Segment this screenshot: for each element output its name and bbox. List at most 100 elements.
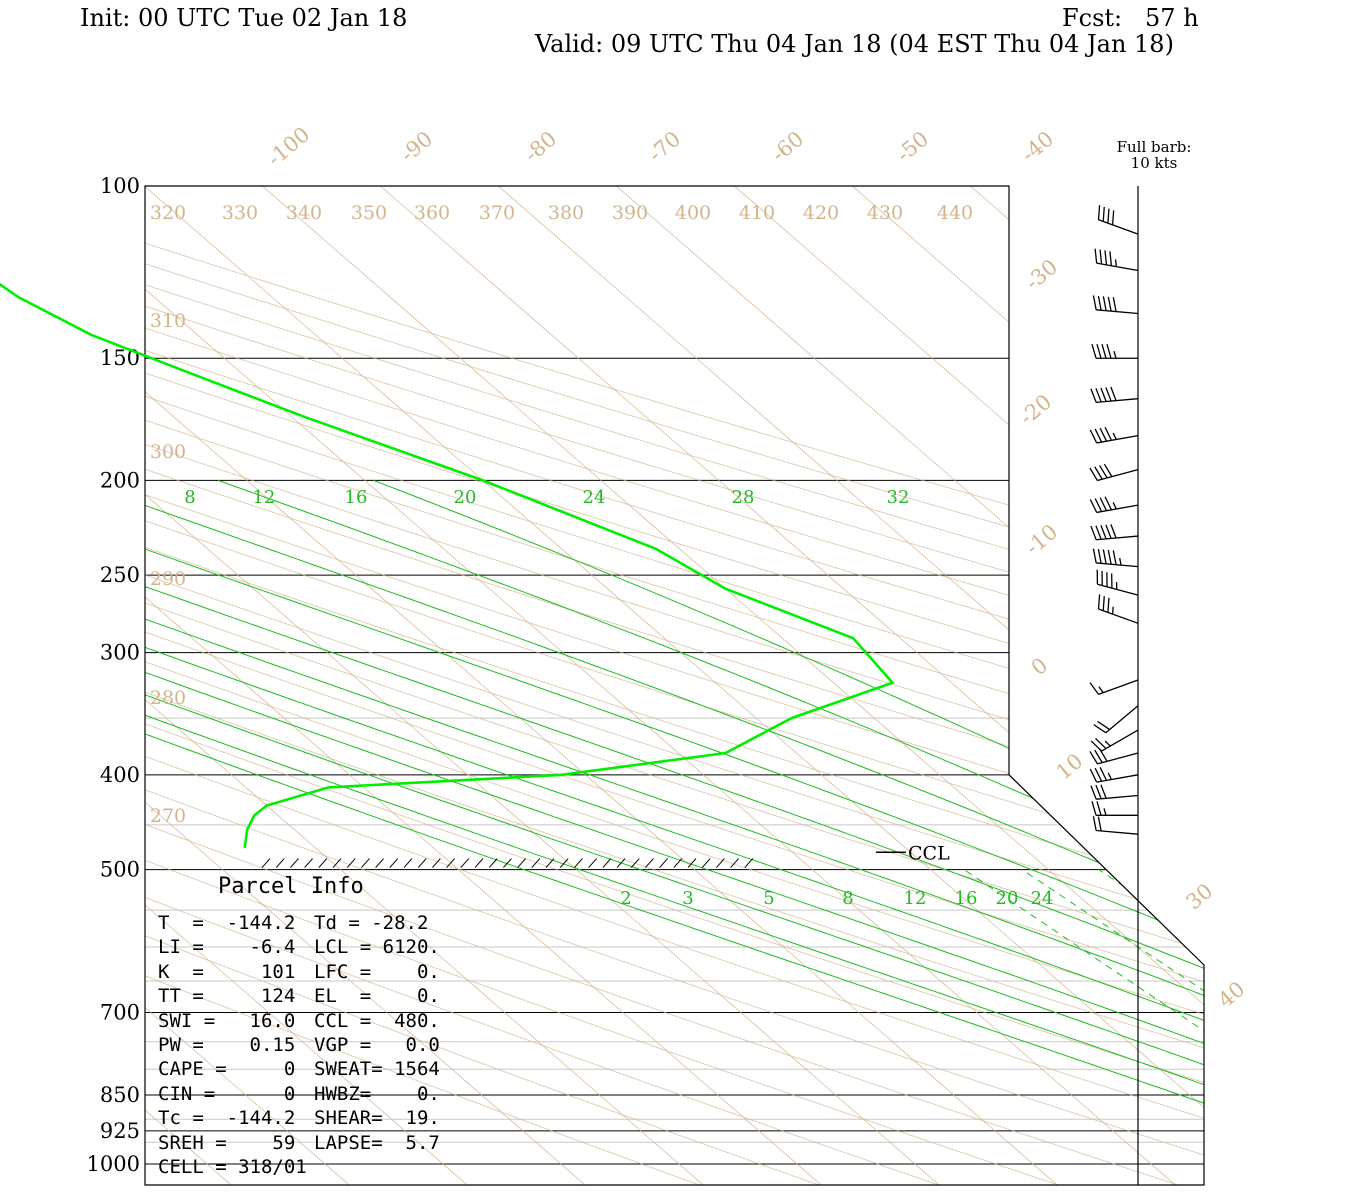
hatch-mark [673, 858, 683, 868]
barb-staff [1096, 309, 1139, 315]
parcel-row-left: CELL = 318/01 [158, 1156, 307, 1178]
hatch-mark [602, 858, 612, 868]
barb-flag [1096, 801, 1102, 816]
wind-barb [1093, 705, 1139, 734]
moist-adiabat [145, 479, 1204, 1185]
isotherm-line [145, 186, 232, 1185]
barb-flag [1104, 496, 1112, 511]
hatch-mark [559, 858, 569, 868]
isotherm-line [236, 186, 1204, 1185]
barb-flag [1094, 428, 1103, 443]
moist-adiabat [145, 479, 1204, 1185]
hatch-mark [432, 858, 441, 868]
barb-half [1104, 740, 1111, 747]
hatch-mark [645, 858, 654, 868]
parcel-row-left: TT = 124 [158, 985, 296, 1008]
barb-flag [1095, 525, 1102, 540]
theta-label: 270 [150, 805, 186, 827]
dry-adiabat [145, 186, 819, 1185]
moist-adiabat [145, 479, 1204, 1185]
wind-barb [1089, 426, 1139, 444]
theta-label: 310 [150, 310, 186, 332]
mixing-ratio-line [1239, 870, 1350, 1164]
dry-adiabat [145, 186, 1204, 1185]
barb-flag [1102, 206, 1105, 222]
barb-flag [1097, 816, 1102, 832]
moist-adiabat-label: 8 [184, 487, 195, 508]
isobar-lines [145, 185, 1204, 1165]
isotherm-line [145, 186, 822, 1185]
temperature-line [0, 282, 895, 848]
mixing-ratio-label: 8 [842, 888, 853, 909]
wind-barbs [1089, 205, 1139, 835]
theta-label: 370 [479, 202, 515, 224]
theta-label: 410 [739, 202, 775, 224]
barb-flag [1099, 748, 1108, 762]
hatch-mark [403, 858, 413, 868]
wind-key-line1: Full barb: [1116, 138, 1192, 156]
dry-adiabat [145, 186, 1204, 1185]
theta-label: 340 [286, 202, 322, 224]
barb-flag [1092, 295, 1097, 310]
barb-half [1113, 351, 1117, 359]
barb-flag [1102, 596, 1105, 611]
isotherm-label: -40 [1017, 127, 1058, 167]
dry-adiabat [145, 186, 1204, 1185]
barb-flag [1095, 737, 1107, 750]
mixing-ratio-lines [963, 869, 1350, 1165]
parcel-row-right: SHEAR= 19. [314, 1107, 440, 1130]
barb-flag [1101, 344, 1107, 359]
moist-adiabat-label: 32 [887, 487, 910, 508]
barb-flag [1107, 296, 1112, 312]
moist-adiabat [145, 479, 1204, 1185]
isotherm-line [145, 186, 586, 1185]
barb-staff [1098, 679, 1139, 696]
dry-adiabat [145, 186, 1204, 1185]
wind-barb [1089, 463, 1139, 482]
barb-flag [1089, 467, 1098, 481]
barb-flag [1091, 344, 1097, 359]
isotherm-label: -10 [1021, 520, 1062, 560]
barb-flag [1092, 548, 1097, 564]
parcel-row-left: CIN = 0 [158, 1082, 296, 1105]
barb-staff [1096, 262, 1139, 272]
parcel-row-left: LI = -6.4 [158, 936, 296, 959]
wind-barb [1094, 248, 1139, 272]
isotherm-line [145, 186, 1176, 1185]
barb-flag [1097, 205, 1101, 220]
barb-flag [1099, 427, 1108, 442]
hatch-mark [744, 858, 754, 868]
hatch-mark [659, 858, 668, 868]
hatch-mark [275, 858, 285, 868]
barb-staff [1096, 504, 1139, 514]
diagram-frame [144, 185, 1205, 1186]
barb-half [1098, 686, 1104, 694]
isotherm-label: -70 [644, 127, 685, 167]
wind-barb [1091, 801, 1138, 816]
barb-flag [1096, 344, 1102, 359]
theta-label: 390 [612, 202, 648, 224]
barb-staff [1096, 829, 1139, 835]
init-time: Init: 00 UTC Tue 02 Jan 18 [80, 4, 408, 32]
barb-half [1119, 557, 1122, 566]
theta-label: 380 [548, 202, 584, 224]
hatch-mark [701, 858, 711, 868]
moist-adiabat-label: 20 [454, 487, 477, 508]
hatch-mark [375, 858, 384, 868]
hatch-mark [318, 858, 328, 868]
barb-flag [1102, 549, 1107, 564]
hatch-mark [332, 858, 342, 868]
moist-adiabat [145, 479, 1204, 1185]
barb-staff [1097, 469, 1139, 482]
theta-label: 430 [867, 202, 903, 224]
theta-label: 330 [222, 202, 258, 224]
barb-flag [1095, 784, 1102, 799]
barb-flag [1107, 208, 1110, 224]
wind-barb [1092, 816, 1139, 835]
barb-flag [1097, 548, 1102, 564]
barb-flag [1107, 597, 1110, 613]
barb-flag [1103, 463, 1113, 477]
barb-flag [1112, 550, 1117, 565]
parcel-row-right: VGP = 0.0 [314, 1034, 440, 1056]
theta-label: 400 [675, 202, 711, 224]
